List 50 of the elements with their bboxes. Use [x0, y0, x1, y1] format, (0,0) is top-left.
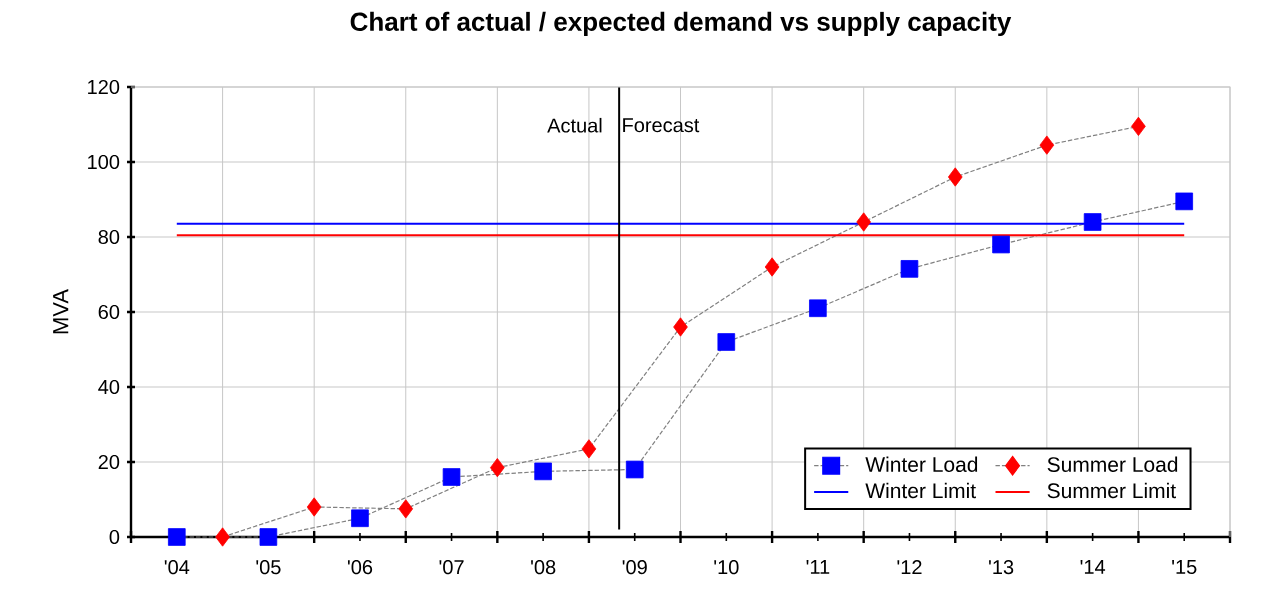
- point: [717, 333, 736, 351]
- x-tick-label: '10: [714, 560, 739, 575]
- x-tick-label: '11: [806, 560, 830, 574]
- y-tick-label: 80: [98, 229, 120, 245]
- point: [215, 527, 230, 547]
- x-tick-label: '07: [439, 560, 464, 575]
- point: [625, 460, 644, 479]
- y-axis-title: MVA: [53, 289, 69, 334]
- annotation: Actual: [547, 117, 602, 133]
- y-tick-label: 120: [88, 79, 120, 95]
- y-tick-label: 60: [98, 304, 120, 320]
- x-tick-label: '06: [347, 560, 373, 575]
- point: [856, 212, 871, 232]
- point: [1175, 192, 1194, 211]
- point: [490, 458, 505, 478]
- point: [1083, 213, 1102, 231]
- legend-label: Summer Limit: [1047, 482, 1176, 499]
- point: [581, 439, 597, 459]
- point: [1039, 135, 1055, 155]
- point: [764, 257, 780, 277]
- point: [306, 497, 322, 517]
- x-tick-label: '13: [989, 560, 1014, 575]
- y-tick-label: 40: [98, 379, 120, 395]
- point: [809, 299, 827, 318]
- chart-title: Chart of actual / expected demand vs supply capacity: [350, 11, 1012, 37]
- x-tick-label: '09: [622, 560, 647, 575]
- y-tick-label: 20: [98, 454, 120, 470]
- point: [673, 317, 688, 337]
- x-tick-label: '15: [1172, 560, 1197, 575]
- point: [398, 499, 414, 519]
- x-tick-label: '12: [897, 560, 922, 575]
- point: [1131, 116, 1146, 136]
- legend-label: Winter Load: [865, 456, 978, 473]
- y-tick-label: 100: [88, 154, 120, 170]
- x-tick-label: '04: [164, 560, 190, 575]
- ref-line-label: Forecast: [623, 118, 700, 133]
- point: [900, 260, 919, 278]
- x-tick-label: '05: [256, 560, 281, 575]
- point: [168, 528, 186, 546]
- point: [442, 468, 461, 486]
- x-tick-label: '08: [531, 560, 556, 575]
- y-tick-label: 0: [109, 529, 120, 545]
- point: [534, 462, 552, 481]
- legend-label: Winter Limit: [865, 482, 976, 499]
- point: [351, 509, 369, 528]
- point: [992, 235, 1010, 254]
- x-tick-label: '14: [1080, 560, 1106, 574]
- point: [947, 167, 963, 187]
- point: [259, 528, 278, 546]
- legend-label: Summer Load: [1047, 456, 1178, 473]
